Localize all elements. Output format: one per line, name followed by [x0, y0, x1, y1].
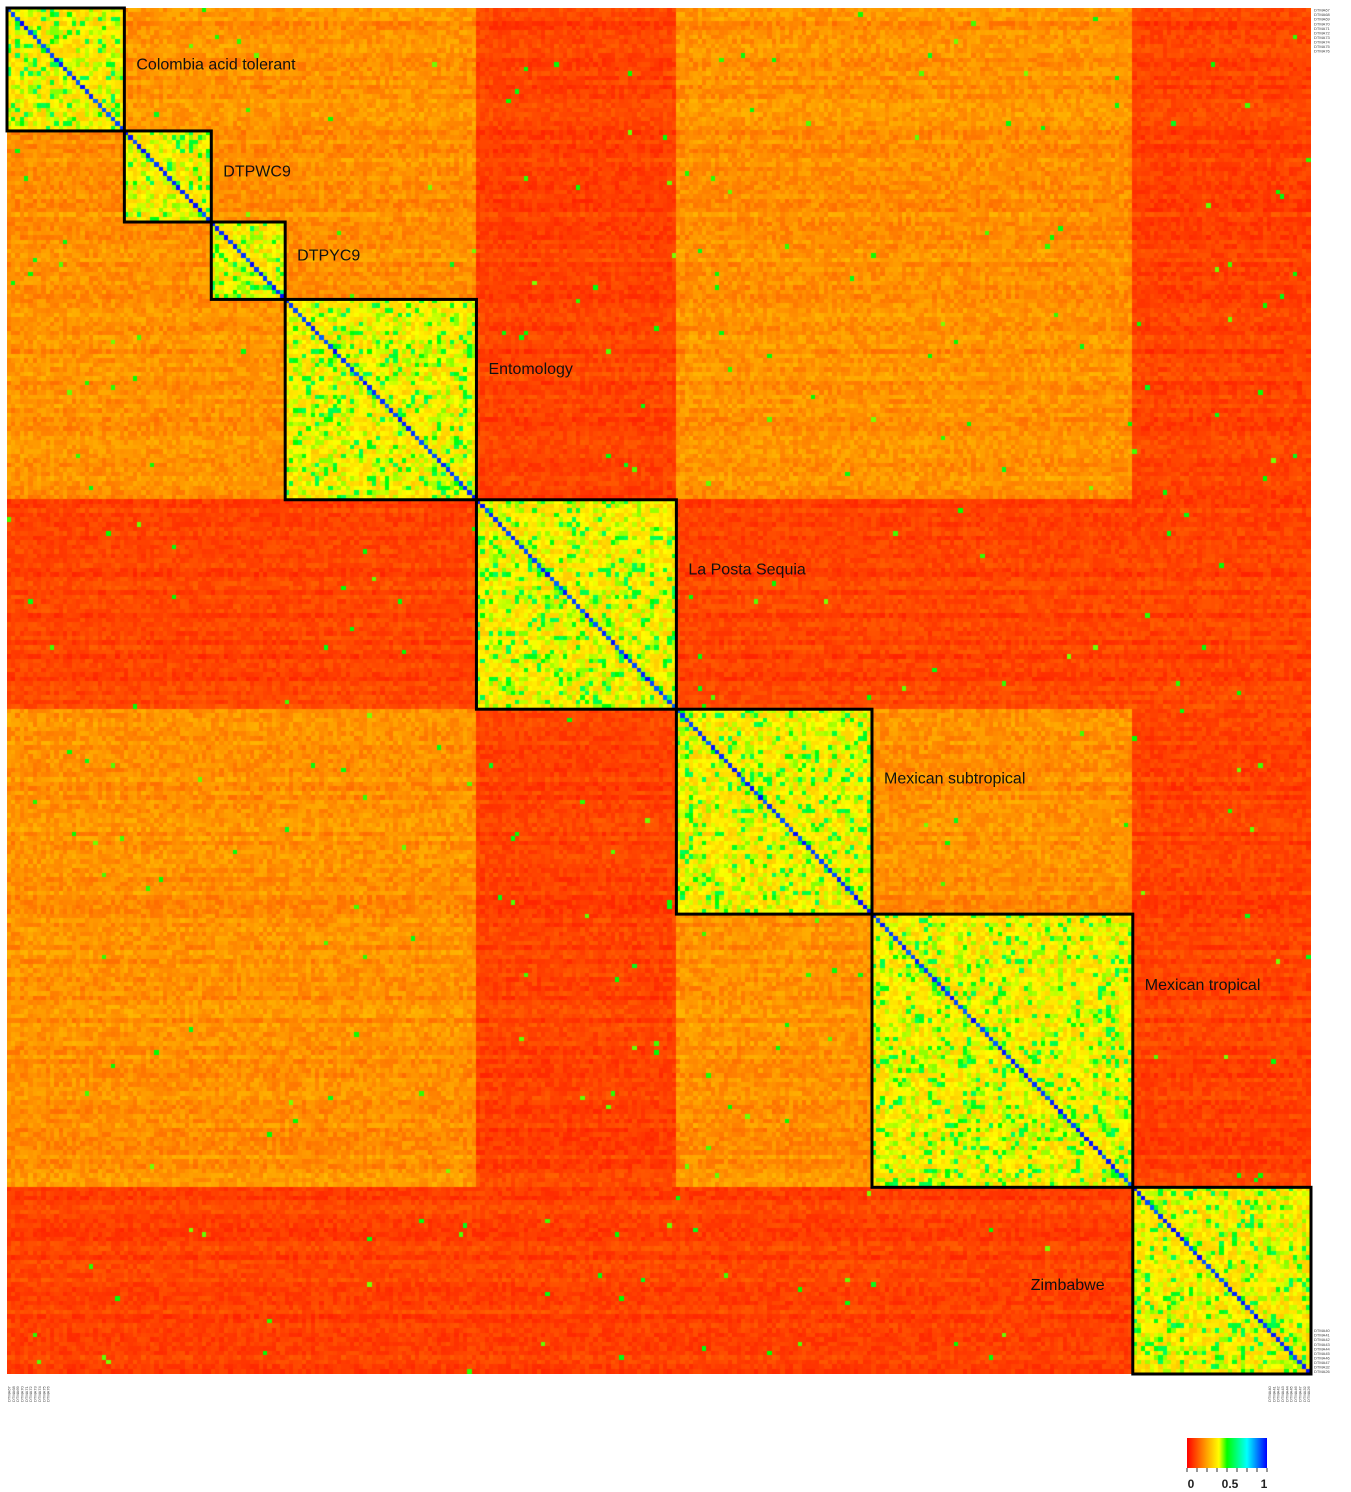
cluster-label: Mexican tropical	[1145, 977, 1261, 994]
axis-tick-label: DTMA46	[1293, 1385, 1298, 1402]
cluster-box	[283, 297, 478, 502]
axis-tick-label: DTMA42	[1276, 1385, 1281, 1402]
axis-tick-label: DTMA40	[1314, 1328, 1331, 1333]
axis-tick-label: DTMA75	[41, 1385, 46, 1402]
cluster-box	[5, 6, 126, 133]
axis-tick-label: DTMA32	[1302, 1385, 1307, 1402]
axis-tick-label: DTMA67	[1314, 8, 1331, 13]
axis-tick-label: DTMA26	[1314, 1369, 1331, 1374]
axis-tick-label: DTMA70	[1314, 21, 1331, 26]
cluster-label: La Posta Sequia	[688, 561, 806, 578]
heatmap-matrix	[7, 8, 1311, 1374]
cluster-boxes	[5, 6, 1313, 1376]
axis-tick-label: DTMA74	[37, 1385, 42, 1402]
colorbar-label-max: 1	[1261, 1477, 1268, 1491]
axis-tick-label: DTMA45	[1289, 1385, 1294, 1402]
cluster-label: Entomology	[488, 361, 573, 378]
axis-tick-label: DTMA26	[1306, 1385, 1311, 1402]
axis-tick-label: DTMA69	[15, 1385, 20, 1402]
axis-tick-label: DTMA71	[1314, 26, 1331, 31]
axis-tick-label: DTMA72	[28, 1385, 33, 1402]
axis-tick-label: DTMA41	[1271, 1385, 1276, 1402]
axis-tick-label: DTMA44	[1284, 1385, 1289, 1402]
axis-tick-label: DTMA32	[1314, 1365, 1331, 1370]
cluster-labels: Colombia acid tolerant DTPWC9 DTPYC9 Entomo…	[136, 56, 1260, 1294]
axis-tick-label: DTMA47	[1314, 1360, 1331, 1365]
axis-tick-label: DTMA43	[1280, 1385, 1285, 1402]
axis-tick-label: DTMA69	[1314, 17, 1331, 22]
cluster-box	[474, 498, 678, 711]
colorbar-ticks	[1186, 1468, 1268, 1472]
cluster-label: Mexican subtropical	[884, 771, 1025, 788]
cluster-box	[870, 912, 1135, 1189]
axis-tick-label: DTMA73	[1314, 35, 1331, 40]
axis-tick-label: DTMA73	[33, 1385, 38, 1402]
axis-tick-label: DTMA74	[1314, 40, 1331, 45]
cluster-label: Colombia acid tolerant	[136, 56, 296, 73]
colorbar-label-mid: 0.5	[1222, 1477, 1239, 1491]
colorbar-label-min: 0	[1188, 1477, 1195, 1491]
cluster-box	[674, 707, 874, 916]
axis-tick-label: DTMA43	[1314, 1342, 1331, 1347]
cluster-box	[122, 129, 213, 224]
colorbar-gradient	[1187, 1438, 1267, 1468]
axis-tick-label: DTMA46	[1314, 1355, 1331, 1360]
axis-tick-label: DTMA40	[1267, 1385, 1272, 1402]
cluster-box	[1131, 1185, 1313, 1376]
axis-tick-label: DTMA68	[1314, 12, 1331, 17]
axis-tick-label: DTMA67	[6, 1385, 11, 1402]
axis-tick-label: DTMA68	[11, 1385, 16, 1402]
axis-tick-label: DTMA45	[1314, 1351, 1331, 1356]
cluster-label: Zimbabwe	[1031, 1277, 1105, 1294]
axis-tick-label: DTMA47	[1297, 1385, 1302, 1402]
axis-tick-label: DTMA41	[1314, 1333, 1331, 1338]
axis-tick-label: DTMA70	[20, 1385, 25, 1402]
axis-tick-label: DTMA42	[1314, 1337, 1331, 1342]
axis-tick-label: DTMA76	[46, 1385, 51, 1402]
axis-tick-labels: DTMA67DTMA67DTMA68DTMA68DTMA69DTMA69DTMA…	[6, 8, 1330, 1402]
axis-tick-label: DTMA76	[1314, 49, 1331, 54]
axis-tick-label: DTMA44	[1314, 1346, 1331, 1351]
axis-tick-label: DTMA72	[1314, 30, 1331, 35]
cluster-box	[209, 220, 287, 301]
colorbar-legend: 0 0.5 1	[1186, 1438, 1268, 1491]
axis-tick-label: DTMA71	[24, 1385, 29, 1402]
cluster-label: DTPWC9	[223, 163, 291, 180]
cluster-label: DTPYC9	[297, 248, 360, 265]
axis-tick-label: DTMA75	[1314, 44, 1331, 49]
